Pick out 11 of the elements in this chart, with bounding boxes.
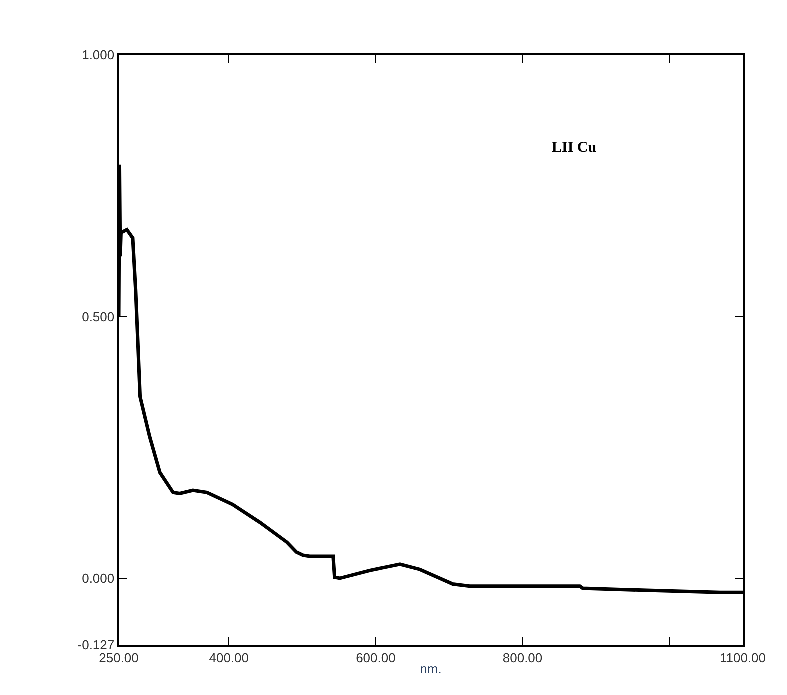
y-tick-label: -0.127 [78, 638, 115, 653]
y-tick-label: 0.500 [82, 309, 115, 324]
y-tick-label: 1.000 [82, 48, 115, 63]
x-tick-label: 250.00 [99, 650, 139, 666]
x-tick-label: 1100.00 [720, 650, 766, 666]
x-tick-label: 400.00 [209, 650, 250, 666]
x-tick-label: 800.00 [502, 650, 543, 666]
x-tick-label: 600.00 [356, 650, 396, 666]
y-tick-label: 0.000 [82, 571, 115, 586]
x-axis-title: nm. [420, 661, 442, 676]
annotation: LII Cu [552, 140, 597, 156]
